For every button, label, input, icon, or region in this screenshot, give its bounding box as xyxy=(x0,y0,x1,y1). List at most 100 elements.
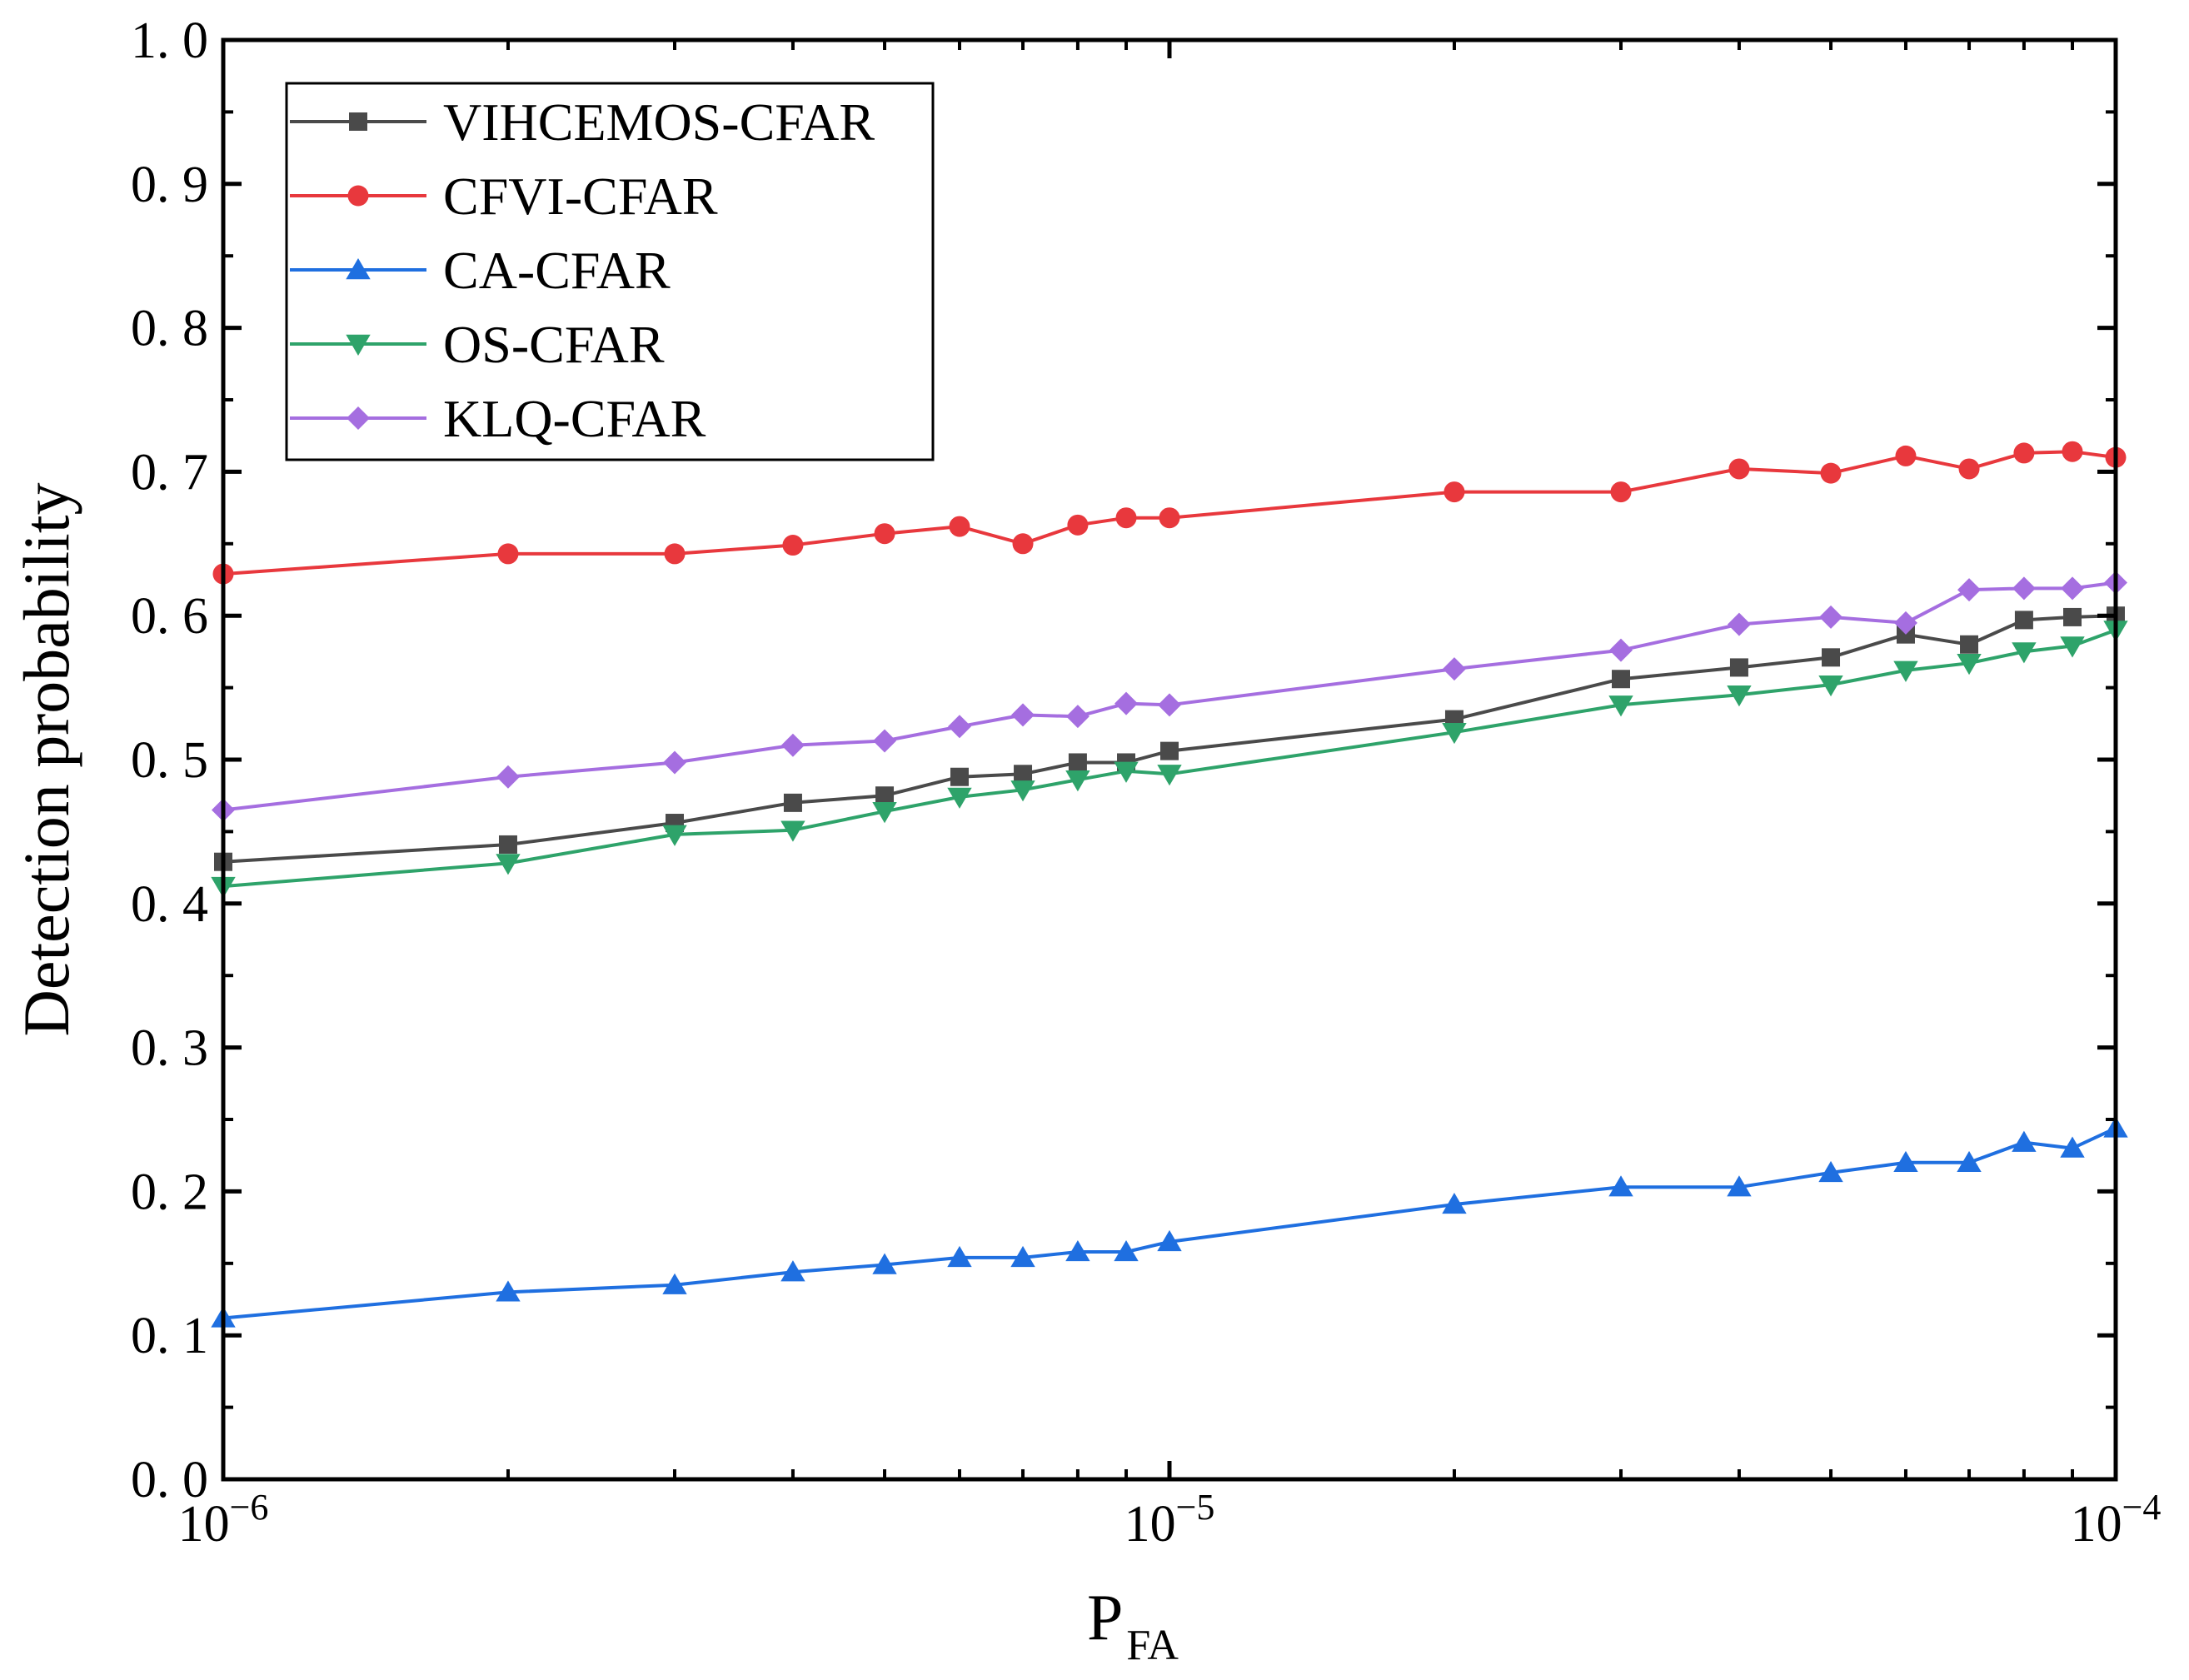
legend-marker xyxy=(347,185,369,207)
legend-item-vihcemos-cfar: VIHCEMOS-CFAR xyxy=(290,92,875,152)
data-point-ca-cfar xyxy=(1818,1160,1843,1183)
data-point-vihcemos-cfar xyxy=(2063,607,2082,626)
x-tick-label: 10−6 xyxy=(178,1487,269,1553)
data-point-ca-cfar xyxy=(2012,1130,2037,1152)
data-point-cfvi-cfar xyxy=(2062,441,2083,462)
data-point-klq-cfar xyxy=(2012,576,2036,601)
x-tick-label-base: 10 xyxy=(178,1496,230,1553)
data-point-os-cfar xyxy=(2012,642,2037,664)
x-tick-label-exponent: −5 xyxy=(1176,1487,1215,1528)
data-point-os-cfar xyxy=(872,802,897,824)
data-point-ca-cfar xyxy=(662,1273,687,1294)
y-axis-label: Detection probability xyxy=(10,483,82,1037)
legend-marker xyxy=(349,112,367,131)
data-point-ca-cfar xyxy=(780,1260,805,1282)
data-point-cfvi-cfar xyxy=(1067,514,1089,536)
data-point-klq-cfar xyxy=(873,729,897,753)
data-point-ca-cfar xyxy=(872,1253,897,1274)
y-tick-label: 0. 4 xyxy=(131,876,208,933)
data-point-os-cfar xyxy=(1893,661,1918,682)
data-point-klq-cfar xyxy=(663,750,687,775)
y-tick-label: 0. 0 xyxy=(131,1452,208,1508)
data-point-os-cfar xyxy=(496,854,521,875)
data-point-cfvi-cfar xyxy=(1159,507,1180,529)
legend-item-os-cfar: OS-CFAR xyxy=(290,315,665,374)
x-tick-label: 10−5 xyxy=(1124,1487,1215,1553)
data-point-cfvi-cfar xyxy=(2013,442,2035,464)
data-point-klq-cfar xyxy=(1893,611,1917,635)
data-point-os-cfar xyxy=(1010,780,1035,802)
legend-item-ca-cfar: CA-CFAR xyxy=(290,241,671,300)
data-point-klq-cfar xyxy=(1819,605,1843,629)
data-point-cfvi-cfar xyxy=(949,516,970,537)
y-tick-label: 1. 0 xyxy=(131,12,208,69)
x-axis-label-main: P xyxy=(1087,1581,1123,1653)
data-point-ca-cfar xyxy=(1065,1239,1090,1262)
data-point-os-cfar xyxy=(1065,770,1090,792)
data-point-klq-cfar xyxy=(1957,578,1982,602)
data-point-vihcemos-cfar xyxy=(1822,648,1841,667)
series-klq-cfar xyxy=(212,571,2127,822)
legend-marker xyxy=(346,258,371,280)
series-os-cfar xyxy=(211,621,2128,899)
series-layer xyxy=(211,441,2128,1328)
x-axis-label-sub: FA xyxy=(1126,1622,1179,1669)
data-point-ca-cfar xyxy=(1010,1245,1035,1268)
data-point-os-cfar xyxy=(1818,675,1843,697)
data-point-cfvi-cfar xyxy=(1958,458,1980,480)
data-point-ca-cfar xyxy=(1893,1150,1918,1173)
x-tick-label-base: 10 xyxy=(1124,1496,1176,1553)
y-tick-label: 0. 6 xyxy=(131,588,208,645)
data-point-klq-cfar xyxy=(780,733,805,757)
data-point-os-cfar xyxy=(1114,761,1139,783)
data-point-vihcemos-cfar xyxy=(1612,670,1631,689)
data-point-klq-cfar xyxy=(1011,703,1035,727)
data-point-ca-cfar xyxy=(1608,1175,1633,1197)
y-tick-label: 0. 7 xyxy=(131,444,208,501)
data-point-klq-cfar xyxy=(2061,576,2085,601)
data-point-vihcemos-cfar xyxy=(498,835,517,854)
series-vihcemos-cfar xyxy=(214,606,2125,871)
data-point-os-cfar xyxy=(780,820,805,842)
data-point-cfvi-cfar xyxy=(1610,481,1632,503)
data-point-klq-cfar xyxy=(1065,705,1090,729)
legend-marker xyxy=(346,334,371,356)
data-point-klq-cfar xyxy=(1442,657,1466,681)
data-point-cfvi-cfar xyxy=(1895,445,1917,466)
y-tick-label: 0. 5 xyxy=(131,732,208,789)
series-cfvi-cfar xyxy=(212,441,2127,585)
data-point-klq-cfar xyxy=(1609,638,1633,662)
data-point-ca-cfar xyxy=(1114,1239,1139,1262)
x-tick-label-base: 10 xyxy=(2071,1496,2122,1553)
data-point-os-cfar xyxy=(1608,695,1633,717)
data-point-vihcemos-cfar xyxy=(1014,765,1033,784)
data-point-ca-cfar xyxy=(1957,1150,1982,1173)
data-point-ca-cfar xyxy=(1727,1175,1752,1197)
x-tick-label-exponent: −6 xyxy=(230,1487,269,1528)
y-tick-label: 0. 3 xyxy=(131,1020,208,1077)
legend-label: KLQ-CFAR xyxy=(443,389,706,448)
data-point-os-cfar xyxy=(1442,722,1467,745)
data-point-cfvi-cfar xyxy=(664,543,686,565)
data-point-klq-cfar xyxy=(1114,691,1139,715)
legend-item-cfvi-cfar: CFVI-CFAR xyxy=(290,167,718,226)
x-tick-label: 10−4 xyxy=(2071,1487,2162,1553)
y-tick-label: 0. 1 xyxy=(131,1308,208,1364)
data-point-vihcemos-cfar xyxy=(1729,658,1748,677)
data-point-os-cfar xyxy=(947,787,972,809)
legend-marker xyxy=(347,406,370,430)
data-point-cfvi-cfar xyxy=(1444,481,1465,503)
data-point-ca-cfar xyxy=(496,1280,521,1302)
ticks-layer: 0. 0 0. 1 0. 2 0. 3 0. 4 0. 5 0. 6 0. 7 0. 8 0. 9… xyxy=(131,12,2161,1553)
data-point-ca-cfar xyxy=(1442,1192,1467,1214)
data-point-vihcemos-cfar xyxy=(2014,611,2033,630)
data-point-ca-cfar xyxy=(1157,1229,1182,1252)
data-point-os-cfar xyxy=(1157,765,1182,786)
data-point-os-cfar xyxy=(2060,636,2085,658)
data-point-vihcemos-cfar xyxy=(875,786,895,805)
y-tick-label: 0. 9 xyxy=(131,157,208,213)
legend-label: CA-CFAR xyxy=(443,241,671,300)
data-point-ca-cfar xyxy=(947,1245,972,1268)
y-tick-label: 0. 8 xyxy=(131,301,208,357)
